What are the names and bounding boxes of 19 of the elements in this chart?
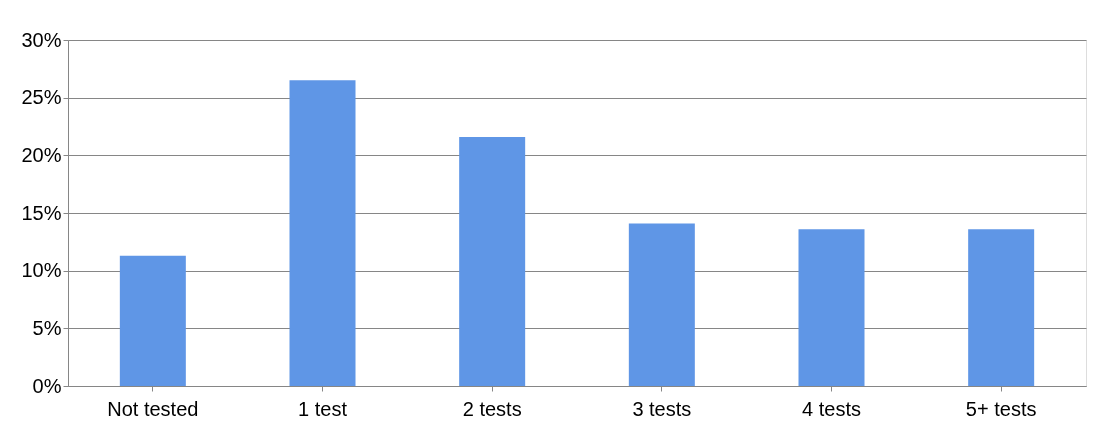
bar xyxy=(289,80,356,386)
x-tick-label: 3 tests xyxy=(632,397,692,420)
bar xyxy=(798,229,865,386)
x-tick-label: 4 tests xyxy=(802,397,861,420)
y-tick-label: 20% xyxy=(21,143,62,166)
y-tick-label: 15% xyxy=(21,201,62,224)
y-tick-label: 30% xyxy=(21,28,62,51)
bar xyxy=(968,229,1035,386)
bar xyxy=(459,136,526,386)
bar xyxy=(119,255,186,386)
y-tick-label: 10% xyxy=(21,259,62,282)
x-tick-label: 5+ tests xyxy=(965,397,1037,420)
bar xyxy=(628,223,695,386)
y-tick-label: 25% xyxy=(21,86,62,109)
x-tick-label: Not tested xyxy=(107,397,199,420)
y-tick-label: 5% xyxy=(32,316,62,339)
x-tick-label: 2 tests xyxy=(462,397,522,420)
x-tick-label: 1 test xyxy=(298,397,348,420)
y-tick-label: 0% xyxy=(32,374,62,397)
